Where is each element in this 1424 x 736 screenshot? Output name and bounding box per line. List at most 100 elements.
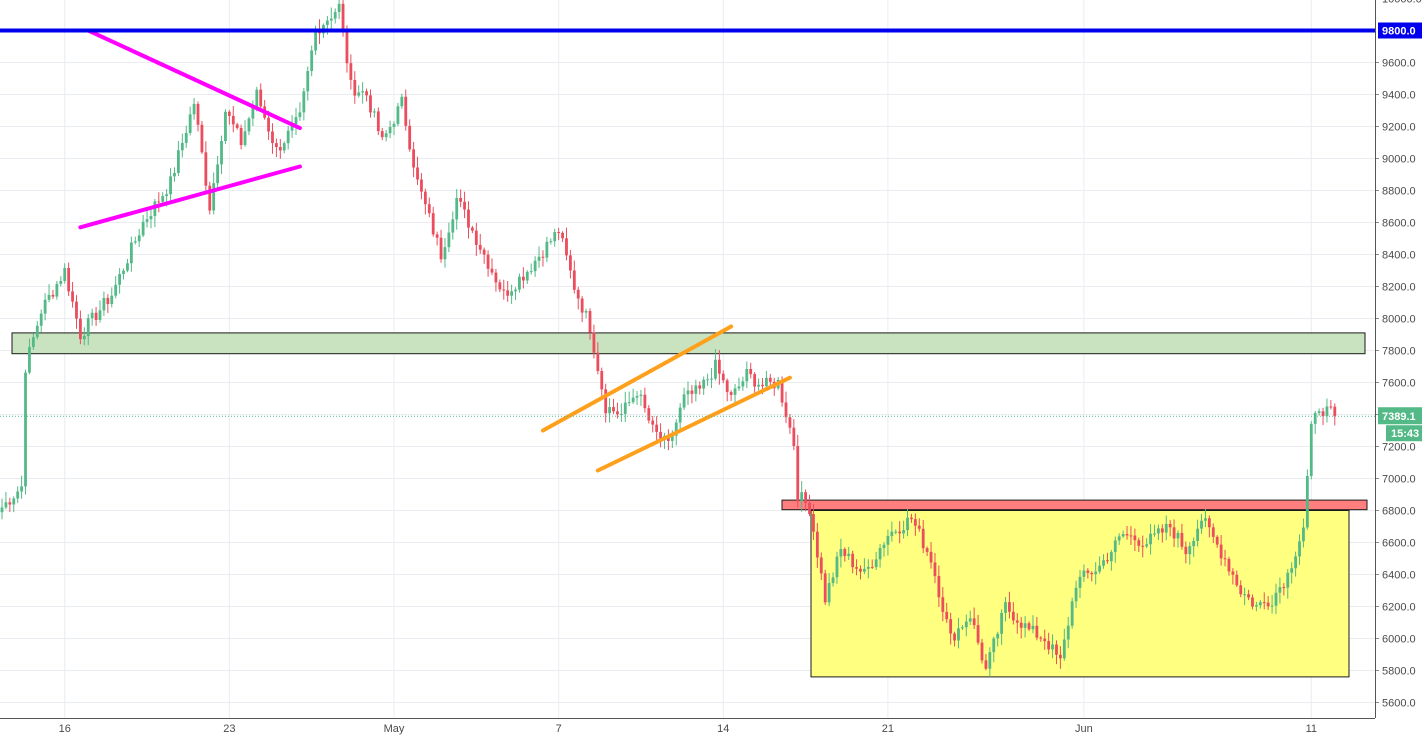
x-tick-label: 7 (556, 723, 562, 735)
candle-body (565, 238, 568, 256)
candle-body (906, 517, 909, 531)
candle-body (286, 130, 290, 144)
candle-body (910, 517, 913, 520)
candle-body (1000, 612, 1003, 634)
candle-body (804, 492, 807, 503)
candle-body (843, 549, 847, 557)
countdown-tag-label: 15:43 (1391, 428, 1419, 440)
candle-body (1019, 622, 1023, 628)
candle-body (1066, 625, 1070, 640)
candle-body (643, 394, 647, 409)
candle-body (1247, 594, 1250, 598)
candle-body (1039, 637, 1043, 639)
candle-body (1015, 620, 1019, 623)
candle-body (631, 397, 635, 403)
candle-body (431, 213, 435, 235)
candle-body (490, 268, 494, 273)
candle-body (518, 276, 521, 290)
candle-body (345, 29, 349, 64)
candle-body (1121, 534, 1125, 537)
candle-body (1231, 571, 1235, 575)
candle-body (1094, 571, 1098, 575)
candle-body (831, 577, 835, 584)
candle-body (706, 379, 709, 381)
candle-body (341, 3, 345, 30)
candle-body (376, 111, 380, 132)
candle-body (145, 219, 149, 222)
candle-body (184, 132, 188, 143)
candle-body (819, 557, 823, 574)
candle-body (1106, 560, 1109, 562)
candle-series (0, 0, 1337, 677)
candle-body (126, 263, 129, 271)
candle-body (1200, 520, 1203, 529)
candle-body (157, 201, 161, 203)
candle-body (1309, 423, 1313, 477)
candle-body (1305, 476, 1309, 528)
candle-body (86, 318, 90, 336)
candle-body (1172, 527, 1176, 539)
candle-body (463, 201, 466, 210)
candle-body (1262, 602, 1266, 604)
candle-body (247, 118, 251, 132)
candle-body (702, 379, 706, 389)
candle-body (239, 127, 243, 146)
x-tick-label: 23 (223, 723, 235, 735)
candle-body (815, 531, 819, 558)
countdown-tag (1386, 425, 1422, 442)
resistance-tag (1378, 22, 1422, 39)
candle-body (1113, 540, 1117, 553)
candle-body (278, 147, 282, 151)
candle-body (1086, 570, 1090, 573)
candle-body (541, 256, 545, 258)
candle-body (306, 70, 310, 92)
candle-body (635, 395, 639, 398)
candle-body (474, 230, 478, 245)
candle-body (1258, 602, 1262, 606)
candle-body (537, 256, 541, 261)
candle-body (208, 185, 212, 211)
y-tick-label: 6400.0 (1382, 570, 1416, 582)
candle-body (467, 209, 470, 228)
candle-body (1215, 536, 1219, 545)
candle-body (1133, 535, 1137, 541)
candle-body (459, 197, 463, 202)
candle-body (43, 299, 47, 314)
candle-body (1059, 654, 1062, 659)
candle-body (51, 294, 55, 297)
y-tick-label: 6200.0 (1382, 602, 1416, 614)
candle-body (216, 164, 219, 184)
candle-body (486, 254, 490, 269)
candle-body (619, 413, 623, 415)
candle-body (1274, 592, 1278, 606)
candle-body (1321, 411, 1325, 417)
candle-body (365, 91, 368, 96)
candle-body (796, 445, 800, 502)
candle-body (553, 232, 557, 242)
candle-body (129, 242, 133, 264)
candle-body (373, 111, 376, 113)
candle-body (529, 271, 533, 273)
candle-body (298, 112, 302, 118)
candle-body (784, 402, 788, 418)
candle-body (1082, 570, 1086, 577)
candle-body (220, 141, 223, 165)
candle-body (173, 172, 176, 177)
candle-body (271, 131, 274, 144)
candle-body (1074, 587, 1078, 602)
candle-body (1298, 541, 1301, 557)
candle-body (1270, 605, 1274, 607)
candle-body (1184, 546, 1188, 555)
candle-body (545, 241, 549, 258)
candle-body (768, 377, 772, 382)
candle-body (255, 89, 259, 108)
candle-body (1137, 540, 1141, 546)
candle-body (1317, 411, 1321, 414)
candle-body (1129, 535, 1133, 537)
candle-body (1196, 528, 1199, 541)
candle-body (941, 597, 945, 612)
candle-body (1011, 611, 1015, 621)
trend-line-0 (86, 28, 302, 131)
candle-body (141, 221, 145, 236)
